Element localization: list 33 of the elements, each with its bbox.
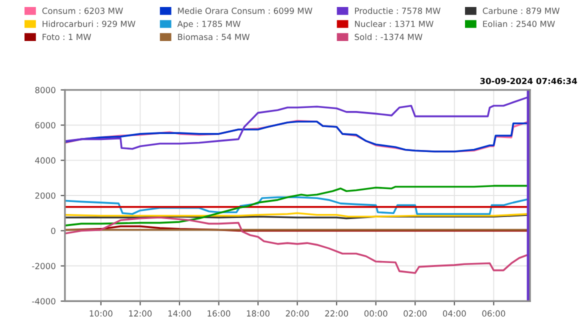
y-tick-label: 4000 (35, 157, 56, 164)
x-tick-label: 14:00 (168, 310, 191, 317)
x-tick-label: 04:00 (442, 310, 466, 317)
legend-label: Hidrocarburi : 929 MW (42, 20, 136, 28)
legend-label: Medie Orara Consum : 6099 MW (178, 8, 312, 14)
legend-label: Ape : 1785 MW (177, 20, 241, 29)
y-tick-label: -4000 (32, 298, 56, 304)
x-tick-label: 00:00 (364, 310, 388, 317)
line-series (64, 196, 530, 215)
legend-label: Consum : 6203 MW (42, 8, 123, 14)
legend-label: Sold : -1374 MW (354, 34, 422, 40)
y-tick-label: -2000 (32, 262, 56, 270)
legend-label: Nuclear : 1371 MW (355, 20, 434, 28)
line-series (64, 216, 530, 274)
x-tick-label: 18:00 (246, 310, 270, 317)
y-tick-label: 8000 (35, 86, 56, 94)
x-tick-label: 06:00 (482, 310, 506, 317)
legend-label: Carbune : 879 MW (482, 8, 560, 14)
legend-label: Eolian : 2540 MW (483, 20, 555, 28)
x-tick-label: 16:00 (208, 310, 230, 317)
legend-label: Productie : 7578 MW (355, 8, 440, 14)
x-tick-label: 20:00 (286, 310, 309, 317)
y-tick-label: 6000 (35, 122, 56, 128)
x-tick-label: 12:00 (129, 310, 152, 317)
x-tick-label: 10:00 (90, 310, 112, 317)
ref-line-label: 30-09-2024 07:46:34 (480, 78, 578, 84)
y-tick-label: 2000 (35, 192, 56, 199)
legend-label: Foto : 1 MW (42, 34, 92, 40)
x-tick-label: 02:00 (404, 310, 427, 317)
line-series (64, 184, 530, 226)
y-tick-label: 0 (51, 228, 56, 234)
x-tick-label: 22:00 (325, 310, 348, 317)
legend-label: Biomasa : 54 MW (178, 34, 250, 40)
